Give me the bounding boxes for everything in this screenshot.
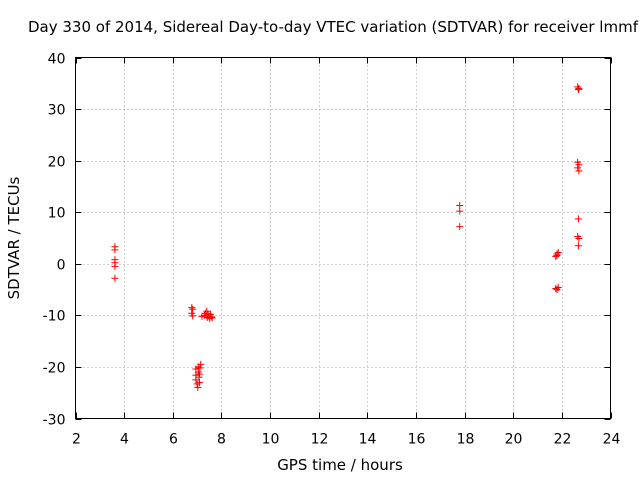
data-point (111, 246, 119, 254)
data-point (196, 370, 204, 378)
data-point (554, 284, 562, 292)
data-point (208, 314, 216, 322)
x-tick-label: 4 (120, 432, 129, 448)
y-tick-label: -10 (43, 309, 66, 325)
x-tick-label: 8 (217, 432, 226, 448)
y-tick-labels: -30 -20 -10 0 10 20 30 40 (43, 52, 66, 429)
data-point (189, 305, 197, 313)
x-tick-label: 18 (457, 432, 475, 448)
y-tick-label: 30 (48, 103, 66, 119)
y-tick-label: 20 (48, 155, 66, 171)
y-tick-label: -30 (43, 413, 66, 429)
data-point (111, 262, 119, 270)
data-point (575, 167, 583, 175)
x-tick-labels: 2 4 6 8 10 12 14 16 18 20 22 24 (72, 432, 620, 448)
y-tick-label: 40 (48, 52, 66, 68)
data-point (456, 223, 464, 231)
data-point (111, 274, 119, 282)
y-axis-label: SDTVAR / TECUs (5, 176, 23, 299)
data-point (196, 378, 204, 386)
x-tick-label: 16 (408, 432, 426, 448)
y-tick-label: 0 (57, 258, 66, 274)
x-tick-label: 24 (603, 432, 621, 448)
y-tick-label: -20 (43, 361, 66, 377)
data-point (575, 235, 583, 243)
grid (75, 57, 611, 419)
plot-frame (75, 57, 611, 419)
x-axis-label: GPS time / hours (277, 456, 403, 474)
data-point (456, 207, 464, 215)
data-point (203, 307, 211, 315)
chart-title: Day 330 of 2014, Sidereal Day-to-day VTE… (28, 18, 639, 36)
x-tick-label: 6 (169, 432, 178, 448)
data-point (574, 85, 582, 93)
x-tick-label: 10 (262, 432, 280, 448)
x-tick-label: 20 (505, 432, 523, 448)
x-tick-label: 12 (311, 432, 329, 448)
data-point (575, 161, 583, 169)
x-tick-label: 14 (359, 432, 377, 448)
data-point (553, 252, 561, 260)
data-points (111, 83, 583, 392)
ticks (75, 57, 612, 420)
data-point (196, 364, 204, 372)
data-point (554, 248, 562, 256)
data-point (197, 360, 205, 368)
y-tick-label: 10 (48, 206, 66, 222)
data-point (194, 384, 202, 392)
data-point (574, 242, 582, 250)
x-tick-label: 22 (554, 432, 572, 448)
data-point (574, 164, 582, 172)
data-point (574, 215, 582, 223)
data-point (189, 312, 197, 320)
x-tick-label: 2 (72, 432, 81, 448)
